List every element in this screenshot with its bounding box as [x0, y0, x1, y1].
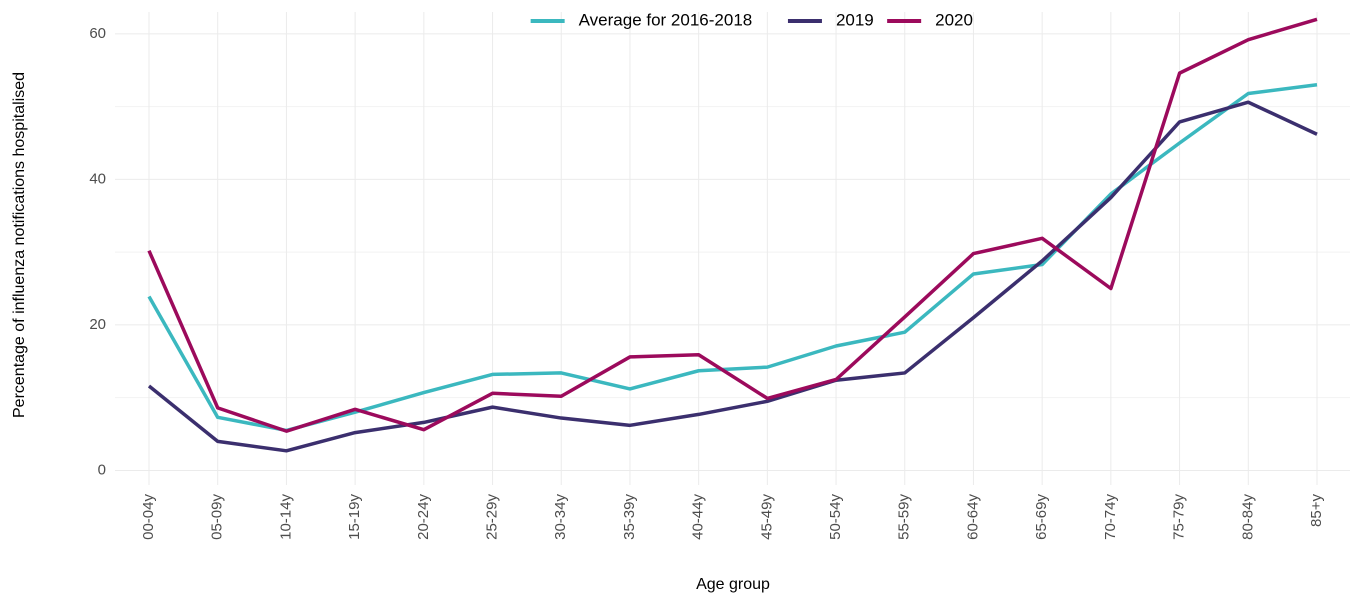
- x-tick-label: 15-19y: [346, 494, 363, 540]
- x-tick-label: 50-54y: [827, 494, 844, 540]
- legend-label: Average for 2016-2018: [579, 10, 753, 29]
- x-tick-label: 75-79y: [1171, 494, 1188, 540]
- x-tick-label: 85+y: [1308, 494, 1325, 527]
- x-tick-label: 25-29y: [483, 494, 500, 540]
- x-tick-label: 30-34y: [552, 494, 569, 540]
- x-tick-label: 80-84y: [1239, 494, 1256, 540]
- y-tick-label: 0: [98, 461, 106, 478]
- x-axis-title: Age group: [696, 576, 770, 593]
- y-tick-label: 60: [89, 25, 106, 42]
- x-tick-label: 05-09y: [209, 494, 226, 540]
- x-tick-label: 45-49y: [758, 494, 775, 540]
- y-axis-title: Percentage of influenza notifications ho…: [11, 72, 28, 418]
- x-tick-label: 10-14y: [277, 494, 294, 540]
- series-line: [147, 100, 1318, 453]
- x-tick-label: 35-39y: [621, 494, 638, 540]
- y-tick-label: 20: [89, 316, 106, 333]
- x-tick-label: 40-44y: [690, 494, 707, 540]
- x-tick-label: 55-59y: [896, 494, 913, 540]
- x-tick-label: 65-69y: [1033, 494, 1050, 540]
- x-tick-label: 00-04y: [140, 494, 157, 540]
- x-tick-label: 60-64y: [964, 494, 981, 540]
- legend-label: 2019: [836, 10, 874, 29]
- y-tick-label: 40: [89, 170, 106, 187]
- x-tick-label: 20-24y: [415, 494, 432, 540]
- x-tick-label: 70-74y: [1102, 494, 1119, 540]
- series-line: [147, 17, 1318, 433]
- legend-label: 2020: [935, 10, 973, 29]
